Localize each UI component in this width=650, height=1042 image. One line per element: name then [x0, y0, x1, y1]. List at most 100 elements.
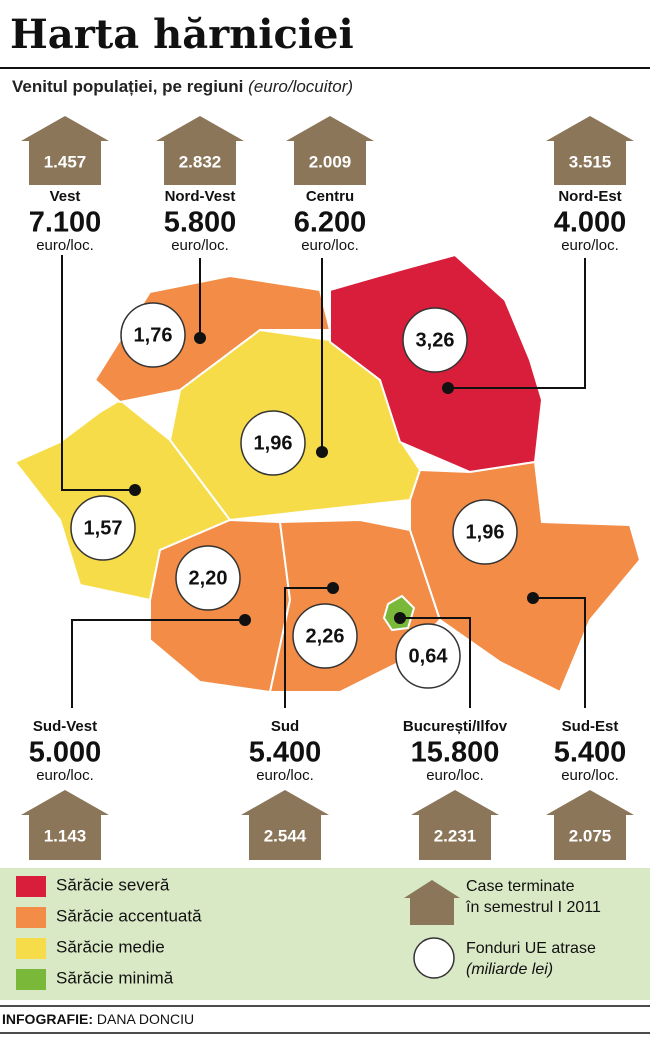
region-name: Nord-Vest — [165, 188, 236, 205]
subtitle-text: Venitul populației, pe regiuni — [12, 77, 243, 96]
funds-value: 0,64 — [409, 645, 449, 667]
credit-author: DANA DONCIU — [97, 1011, 194, 1027]
funds-circle — [402, 307, 468, 373]
legend-swatch — [16, 938, 46, 959]
credit: INFOGRAFIE: DANA DONCIU — [2, 1011, 194, 1027]
leader-dot — [316, 446, 328, 458]
house-count: 2.544 — [264, 826, 307, 845]
legend-swatch — [16, 969, 46, 990]
house-icon — [156, 116, 244, 186]
funds-value: 1,57 — [84, 517, 123, 539]
funds-circle — [395, 623, 461, 689]
label-bg — [0, 185, 133, 255]
region-unit: euro/loc. — [171, 237, 229, 254]
funds-circle — [70, 495, 136, 561]
region-unit: euro/loc. — [561, 237, 619, 254]
region-name: București/Ilfov — [403, 718, 508, 735]
house-count: 2.009 — [309, 152, 352, 171]
title: Harta hărniciei — [10, 11, 354, 58]
house-icon — [241, 790, 329, 860]
region-name: Nord-Est — [558, 188, 621, 205]
region-name: Sud — [271, 718, 299, 735]
label-bg — [217, 715, 353, 785]
region-income: 5.000 — [29, 737, 102, 769]
house-icon — [546, 116, 634, 186]
region-income: 5.400 — [249, 737, 322, 769]
region-income: 15.800 — [411, 737, 500, 769]
legend: Sărăcie severă Sărăcie accentuată Sărăcie … — [16, 875, 601, 990]
leader-line — [284, 587, 333, 708]
funds-value: 1,76 — [134, 324, 173, 346]
leader-dot — [129, 484, 141, 496]
region-name: Sud-Vest — [33, 718, 97, 735]
label-bg — [262, 185, 398, 255]
house-icon — [21, 116, 109, 186]
funds-value: 3,26 — [416, 329, 455, 351]
region-income: 5.800 — [164, 207, 237, 239]
region-unit: euro/loc. — [256, 767, 314, 784]
legend-circle — [413, 937, 455, 979]
house-icon — [546, 790, 634, 860]
house-icon — [411, 790, 499, 860]
label-bg — [0, 715, 133, 785]
region-income: 4.000 — [554, 207, 627, 239]
house-count: 3.515 — [569, 152, 612, 171]
legend-swatch — [16, 907, 46, 928]
subtitle: Venitul populației, pe regiuni (euro/loc… — [12, 77, 353, 96]
legend-box — [0, 868, 650, 1000]
region-unit: euro/loc. — [36, 767, 94, 784]
legend-house-icon — [404, 880, 460, 925]
legend-label: Sărăcie minimă — [56, 968, 174, 987]
region-unit: euro/loc. — [426, 767, 484, 784]
house-icon — [21, 790, 109, 860]
leader-dot — [239, 614, 251, 626]
house-count: 2.231 — [434, 826, 477, 845]
legend-label: (miliarde lei) — [466, 961, 553, 978]
label-bg — [522, 185, 650, 255]
region-unit: euro/loc. — [561, 767, 619, 784]
funds-value: 1,96 — [254, 432, 293, 454]
funds-circle — [175, 545, 241, 611]
funds-value: 2,20 — [189, 567, 228, 589]
region-unit: euro/loc. — [36, 237, 94, 254]
funds-value: 1,96 — [466, 521, 505, 543]
region-name: Centru — [306, 188, 354, 205]
region-unit: euro/loc. — [301, 237, 359, 254]
leader-dot — [442, 382, 454, 394]
funds-circle — [240, 410, 306, 476]
leader-line — [448, 258, 586, 389]
label-bg — [522, 715, 650, 785]
labels: 1,571.457Vest7.100euro/loc.1,762.832Nord… — [0, 116, 650, 860]
legend-label: în semestrul I 2011 — [465, 899, 601, 916]
house-icon — [286, 116, 374, 186]
region-name: Vest — [50, 188, 81, 205]
house-count: 1.143 — [44, 826, 87, 845]
legend-house — [404, 880, 460, 925]
legend-label: Sărăcie medie — [56, 937, 165, 956]
region-income: 5.400 — [554, 737, 627, 769]
credit-label: INFOGRAFIE: — [2, 1011, 93, 1027]
subtitle-unit: (euro/locuitor) — [248, 77, 353, 96]
leader-dot — [527, 592, 539, 604]
legend-label: Fonduri UE atrase — [466, 940, 596, 957]
funds-circle — [120, 302, 186, 368]
label-bg — [132, 185, 268, 255]
leader-line — [61, 255, 135, 491]
legend-label: Case terminate — [466, 878, 575, 895]
leader-line — [400, 617, 471, 708]
leader-dot — [394, 612, 406, 624]
house-count: 2.832 — [179, 152, 222, 171]
leader-line — [71, 619, 245, 708]
label-bg — [387, 715, 523, 785]
funds-circle — [452, 499, 518, 565]
funds-circle — [292, 603, 358, 669]
region-income: 6.200 — [294, 207, 367, 239]
legend-label: Sărăcie accentuată — [56, 906, 202, 925]
region-income: 7.100 — [29, 207, 102, 239]
funds-value: 2,26 — [306, 625, 345, 647]
leader-dot — [327, 582, 339, 594]
legend-swatch — [16, 876, 46, 897]
leader-line — [533, 597, 586, 708]
house-count: 1.457 — [44, 152, 87, 171]
